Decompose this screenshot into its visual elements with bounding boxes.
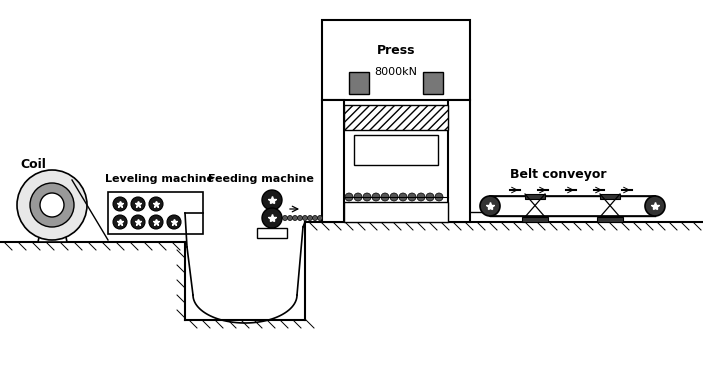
Circle shape: [288, 215, 292, 220]
Bar: [322, 20, 470, 100]
Circle shape: [372, 193, 380, 201]
Circle shape: [318, 215, 323, 220]
Text: 8000kN: 8000kN: [375, 67, 418, 77]
Circle shape: [408, 193, 416, 201]
Circle shape: [302, 215, 307, 220]
Bar: [354, 135, 438, 165]
Bar: [257, 228, 287, 238]
Circle shape: [262, 190, 282, 210]
Circle shape: [40, 193, 64, 217]
Circle shape: [426, 193, 434, 201]
Polygon shape: [38, 218, 67, 242]
Circle shape: [381, 193, 389, 201]
Bar: [344, 202, 448, 222]
Circle shape: [417, 193, 425, 201]
Circle shape: [292, 215, 297, 220]
Circle shape: [399, 193, 407, 201]
Bar: [322, 100, 344, 222]
Bar: [344, 105, 448, 130]
Circle shape: [113, 197, 127, 211]
Circle shape: [149, 215, 163, 229]
Bar: [600, 194, 620, 199]
Circle shape: [17, 170, 87, 240]
Bar: [597, 217, 623, 222]
Circle shape: [113, 215, 127, 229]
Circle shape: [354, 193, 362, 201]
Circle shape: [363, 193, 371, 201]
Text: Belt conveyor: Belt conveyor: [510, 168, 607, 181]
Circle shape: [313, 215, 318, 220]
Circle shape: [283, 215, 288, 220]
Bar: [349, 72, 369, 94]
Text: Press: Press: [377, 44, 415, 57]
Bar: [423, 72, 443, 94]
Circle shape: [307, 215, 313, 220]
Circle shape: [435, 193, 443, 201]
Circle shape: [30, 183, 74, 227]
Text: Leveling machine: Leveling machine: [105, 174, 214, 184]
Circle shape: [262, 208, 282, 228]
Text: Coil: Coil: [20, 158, 46, 171]
Bar: [525, 194, 545, 199]
Bar: [108, 192, 203, 234]
Text: Feeding machine: Feeding machine: [208, 174, 314, 184]
Circle shape: [167, 215, 181, 229]
Circle shape: [345, 193, 353, 201]
Circle shape: [297, 215, 302, 220]
Bar: [522, 217, 548, 222]
Bar: [490, 196, 655, 216]
Circle shape: [480, 196, 500, 216]
Circle shape: [645, 196, 665, 216]
Bar: [448, 100, 470, 222]
Circle shape: [131, 197, 145, 211]
Circle shape: [390, 193, 398, 201]
Circle shape: [149, 197, 163, 211]
Circle shape: [131, 215, 145, 229]
